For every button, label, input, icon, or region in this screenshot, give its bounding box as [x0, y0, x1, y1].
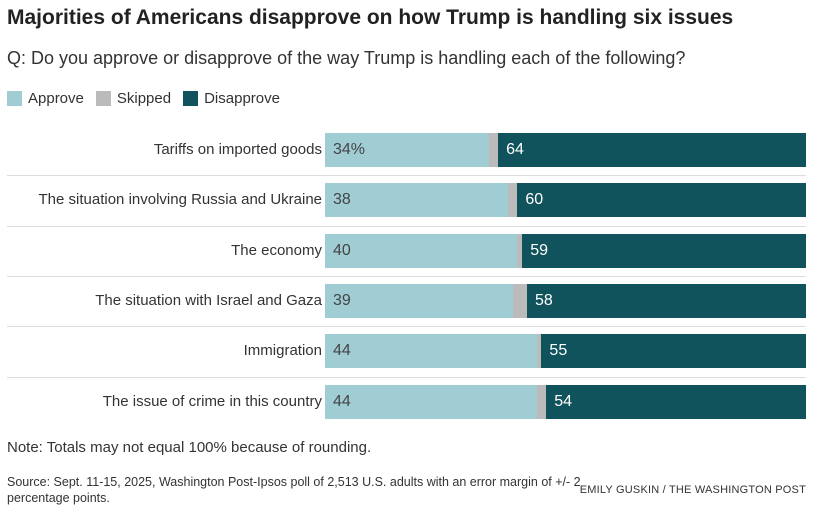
row-divider — [7, 225, 806, 227]
legend-item-approve: Approve — [7, 90, 84, 107]
stacked-bar: 34% 64 — [325, 133, 806, 167]
data-label: 64 — [506, 141, 524, 158]
stacked-bar: 40 59 — [325, 233, 806, 268]
bar-segment-disapprove: 59 — [522, 233, 806, 268]
bar-segment-disapprove: 55 — [541, 334, 806, 369]
legend-swatch-skipped — [95, 91, 111, 106]
bar-segment-skipped — [507, 183, 518, 218]
bar-row: The situation involving Russia and Ukrai… — [0, 175, 806, 225]
row-divider — [7, 275, 806, 277]
bar-segment-skipped — [536, 334, 542, 369]
legend-label: Skipped — [116, 90, 172, 107]
data-label: 60 — [525, 191, 544, 209]
bar-row: Immigration 44 55 — [0, 326, 806, 376]
bar-row: The situation with Israel and Gaza 39 58 — [0, 276, 806, 326]
category-label: The situation with Israel and Gaza — [95, 291, 322, 309]
bar-segment-disapprove: 54 — [546, 384, 806, 419]
category-label: Immigration — [243, 342, 322, 360]
bar-segment-approve: 44 — [325, 334, 537, 369]
data-label: 55 — [549, 342, 568, 360]
category-label: The issue of crime in this country — [102, 392, 322, 410]
data-label: 54 — [554, 392, 573, 410]
bar-segment-approve: 44 — [325, 384, 537, 419]
bar-row: The economy 40 59 — [0, 226, 806, 276]
data-label: 44 — [333, 342, 351, 360]
row-divider — [7, 326, 806, 328]
category-label: The economy — [231, 241, 322, 259]
bar-segment-approve: 38 — [325, 183, 508, 218]
source: Source: Sept. 11-15, 2025, Washington Po… — [7, 475, 581, 505]
data-label: 40 — [333, 241, 351, 259]
data-label: 59 — [530, 241, 548, 259]
category-label: The situation involving Russia and Ukrai… — [38, 191, 322, 209]
bar-segment-skipped — [512, 283, 527, 318]
bar-segment-approve: 40 — [325, 233, 518, 268]
credit: EMILY GUSKIN / THE WASHINGTON POST — [579, 484, 806, 496]
bar-row: Tariffs on imported goods 34% 64 — [0, 125, 806, 175]
legend-item-skipped: Skipped — [95, 90, 172, 107]
note: Note: Totals may not equal 100% because … — [7, 439, 372, 456]
chart-title: Majorities of Americans disapprove on ho… — [7, 6, 734, 29]
category-label: Tariffs on imported goods — [153, 141, 322, 158]
data-label: 34% — [333, 141, 366, 158]
data-label: 58 — [535, 291, 553, 309]
stacked-bar: 44 54 — [325, 384, 806, 419]
bar-segment-skipped — [488, 133, 499, 167]
bar-segment-disapprove: 58 — [527, 283, 806, 318]
data-label: 44 — [333, 392, 351, 410]
bar-segment-approve: 39 — [325, 283, 513, 318]
data-label: 38 — [333, 191, 351, 209]
bar-segment-approve: 34% — [325, 133, 489, 167]
stacked-bar: 39 58 — [325, 283, 806, 318]
legend-item-disapprove: Disapprove — [183, 90, 280, 107]
stacked-bar: 38 60 — [325, 183, 806, 218]
bar-segment-skipped — [536, 384, 547, 419]
legend-swatch-approve — [7, 91, 22, 106]
bar-segment-disapprove: 64 — [498, 133, 806, 167]
bar-row: The issue of crime in this country 44 54 — [0, 377, 806, 427]
row-divider — [7, 175, 806, 177]
legend-swatch-disapprove — [183, 91, 199, 106]
legend-label: Approve — [28, 90, 84, 107]
legend: Approve Skipped Disapprove — [7, 90, 280, 107]
legend-label: Disapprove — [204, 90, 280, 107]
bar-segment-disapprove: 60 — [517, 183, 806, 218]
chart-subtitle: Q: Do you approve or disapprove of the w… — [7, 48, 686, 68]
row-divider — [7, 376, 806, 378]
bar-segment-skipped — [517, 233, 523, 268]
stacked-bar: 44 55 — [325, 334, 806, 369]
data-label: 39 — [333, 291, 351, 309]
